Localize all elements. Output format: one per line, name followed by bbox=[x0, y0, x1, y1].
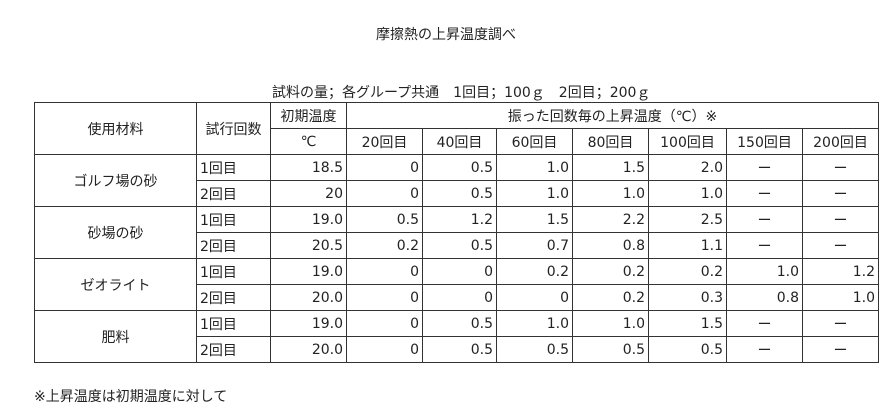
rise-value-cell: 0.5 bbox=[422, 232, 497, 259]
initial-temp-cell: 18.5 bbox=[270, 154, 347, 181]
rise-value-cell: 0 bbox=[346, 154, 423, 181]
trial-cell: 2回目 bbox=[196, 180, 271, 207]
rise-value-cell: 1.2 bbox=[802, 258, 879, 285]
rise-value-cell: ー bbox=[726, 310, 803, 337]
rise-value-cell: ー bbox=[802, 336, 879, 363]
initial-temp-cell: 19.0 bbox=[270, 258, 347, 285]
trial-cell: 2回目 bbox=[196, 284, 271, 311]
rise-value-cell: 1.1 bbox=[648, 232, 727, 259]
table-row: ゼオライト 1回目 19.0 0 0 0.2 0.2 0.2 1.0 1.2 bbox=[34, 258, 879, 311]
header-count: 20回目 bbox=[346, 128, 423, 155]
table-row: ゴルフ場の砂 1回目 18.5 0 0.5 1.0 1.5 2.0 ーー bbox=[34, 154, 879, 207]
rise-value-cell: 1.5 bbox=[496, 206, 573, 233]
header-row-2: ℃ 20回目 40回目 60回目 80回目 100回目 150回目 200回目 bbox=[35, 128, 879, 155]
rise-value-cell: 0.5 bbox=[422, 154, 497, 181]
rise-value-cell: 1.0 bbox=[496, 154, 573, 181]
rise-value-cell: 0 bbox=[346, 258, 423, 285]
rise-value-cell: 0 bbox=[346, 336, 423, 363]
rise-value-cell: 1.0 bbox=[726, 258, 803, 285]
header-initial-unit: ℃ bbox=[270, 128, 347, 155]
rise-value-cell: 2.2 bbox=[572, 206, 649, 233]
header-count: 60回目 bbox=[496, 128, 573, 155]
initial-temp-cell: 20 bbox=[270, 180, 347, 207]
rise-value-cell: ー bbox=[726, 232, 803, 259]
rise-value-cell: ー bbox=[726, 336, 803, 363]
initial-temp-cell: 20.0 bbox=[270, 336, 347, 363]
rise-value-cell: 1.0 bbox=[496, 180, 573, 207]
rise-value-cell: 1.5 bbox=[648, 310, 727, 337]
header-row-1: 使用材料 試行回数 初期温度 振った回数毎の上昇温度（℃）※ bbox=[34, 102, 879, 155]
rise-value-cell: 0.2 bbox=[572, 284, 649, 311]
page-title: 摩擦熱の上昇温度調べ bbox=[376, 27, 516, 43]
header-rise-group: 振った回数毎の上昇温度（℃）※ bbox=[346, 102, 879, 129]
rise-value-cell: 0.8 bbox=[572, 232, 649, 259]
trial-cell: 2回目 bbox=[196, 336, 271, 363]
rise-value-cell: ー bbox=[802, 232, 879, 259]
rise-value-cell: 0 bbox=[422, 284, 497, 311]
trial-cell: 1回目 bbox=[196, 206, 271, 233]
header-count: 100回目 bbox=[648, 128, 727, 155]
rise-value-cell: ー bbox=[802, 310, 879, 337]
sample-amount-note: 試料の量；各グループ共通 1回目；100ｇ 2回目；200ｇ bbox=[272, 85, 651, 101]
rise-value-cell: 0.7 bbox=[496, 232, 573, 259]
rise-value-cell: ー bbox=[726, 154, 803, 181]
rise-value-cell: ー bbox=[802, 154, 879, 181]
rise-value-cell: ー bbox=[802, 206, 879, 233]
footnote: ※上昇温度は初期温度に対して bbox=[34, 389, 228, 405]
material-cell: ゼオライト bbox=[34, 258, 197, 311]
temperature-table: 使用材料 試行回数 初期温度 振った回数毎の上昇温度（℃）※ ℃ 20回目 40… bbox=[34, 102, 879, 363]
material-cell: 砂場の砂 bbox=[34, 206, 197, 259]
rise-value-cell: ー bbox=[802, 180, 879, 207]
rise-value-cell: 0.3 bbox=[648, 284, 727, 311]
rise-value-cell: 0 bbox=[422, 258, 497, 285]
rise-value-cell: 0.5 bbox=[422, 336, 497, 363]
rise-value-cell: 0.5 bbox=[496, 336, 573, 363]
rise-value-cell: 0.5 bbox=[422, 310, 497, 337]
header-initial-temp: 初期温度 bbox=[270, 102, 347, 129]
rise-value-cell: 1.0 bbox=[648, 180, 727, 207]
trial-cell: 1回目 bbox=[196, 310, 271, 337]
rise-value-cell: ー bbox=[726, 180, 803, 207]
rise-value-cell: 0 bbox=[346, 284, 423, 311]
rise-value-cell: 0.2 bbox=[496, 258, 573, 285]
rise-value-cell: 0 bbox=[346, 310, 423, 337]
rise-value-cell: 0 bbox=[496, 284, 573, 311]
rise-value-cell: 0.2 bbox=[648, 258, 727, 285]
rise-value-cell: 0.8 bbox=[726, 284, 803, 311]
rise-value-cell: 2.5 bbox=[648, 206, 727, 233]
initial-temp-cell: 19.0 bbox=[270, 310, 347, 337]
rise-value-cell: 0.2 bbox=[346, 232, 423, 259]
rise-value-cell: 0.5 bbox=[648, 336, 727, 363]
rise-value-cell: 0.5 bbox=[346, 206, 423, 233]
initial-temp-cell: 20.0 bbox=[270, 284, 347, 311]
header-count: 150回目 bbox=[726, 128, 803, 155]
table-row: 2回目 20.0 0 0.5 0.5 0.5 0.5 ーー bbox=[35, 336, 879, 363]
header-trial: 試行回数 bbox=[196, 102, 271, 155]
table-row: 砂場の砂 1回目 19.0 0.5 1.2 1.5 2.2 2.5 ーー bbox=[34, 206, 879, 259]
header-material: 使用材料 bbox=[34, 102, 197, 155]
rise-value-cell: 1.0 bbox=[802, 284, 879, 311]
rise-value-cell: 1.5 bbox=[572, 154, 649, 181]
rise-value-cell: 0 bbox=[346, 180, 423, 207]
header-count: 40回目 bbox=[422, 128, 497, 155]
rise-value-cell: 1.0 bbox=[496, 310, 573, 337]
rise-value-cell: 1.2 bbox=[422, 206, 497, 233]
header-count: 200回目 bbox=[802, 128, 879, 155]
rise-value-cell: 0.5 bbox=[572, 336, 649, 363]
material-cell: ゴルフ場の砂 bbox=[34, 154, 197, 207]
rise-value-cell: 1.0 bbox=[572, 310, 649, 337]
rise-value-cell: 0.2 bbox=[572, 258, 649, 285]
initial-temp-cell: 20.5 bbox=[270, 232, 347, 259]
rise-value-cell: ー bbox=[726, 206, 803, 233]
trial-cell: 1回目 bbox=[196, 258, 271, 285]
trial-cell: 2回目 bbox=[196, 232, 271, 259]
rise-value-cell: 0.5 bbox=[422, 180, 497, 207]
rise-value-cell: 2.0 bbox=[648, 154, 727, 181]
rise-value-cell: 1.0 bbox=[572, 180, 649, 207]
material-cell: 肥料 bbox=[34, 310, 197, 363]
table-row: 肥料 1回目 19.0 0 0.5 1.0 1.0 1.5 ーー bbox=[34, 310, 879, 363]
header-count: 80回目 bbox=[572, 128, 649, 155]
initial-temp-cell: 19.0 bbox=[270, 206, 347, 233]
trial-cell: 1回目 bbox=[196, 154, 271, 181]
